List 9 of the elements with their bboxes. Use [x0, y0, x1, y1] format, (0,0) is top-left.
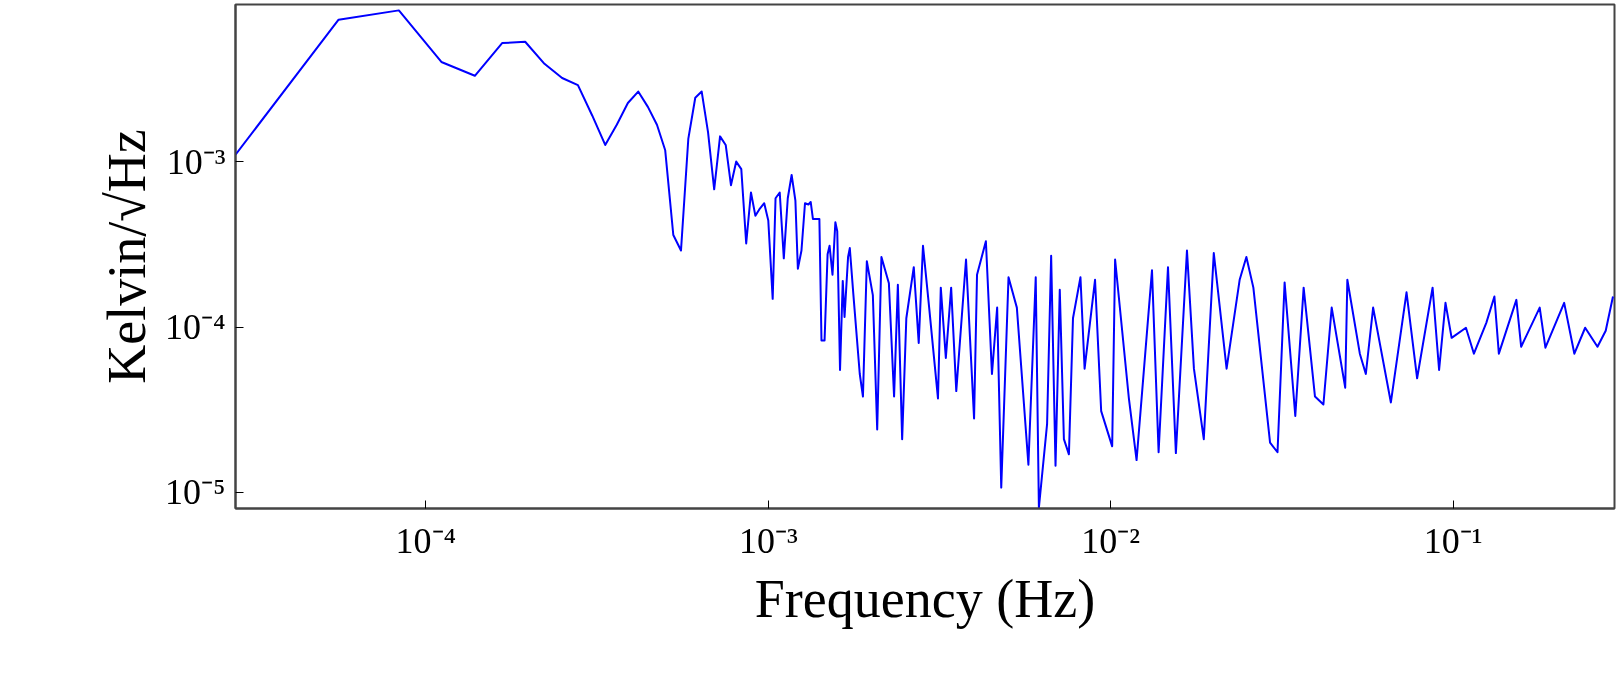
y-tick-label: 10⁻³	[166, 141, 226, 182]
x-axis-title: Frequency (Hz)	[754, 568, 1096, 629]
x-tick-label: 10⁻⁴	[395, 520, 457, 561]
y-axis-title: Kelvin/√Hz	[96, 129, 157, 384]
y-tick-label: 10⁻⁴	[164, 307, 226, 348]
x-tick-label: 10⁻³	[738, 520, 798, 561]
x-tick-label: 10⁻¹	[1423, 520, 1483, 561]
x-tick-label: 10⁻²	[1081, 520, 1141, 561]
y-tick-label: 10⁻⁵	[164, 472, 226, 513]
